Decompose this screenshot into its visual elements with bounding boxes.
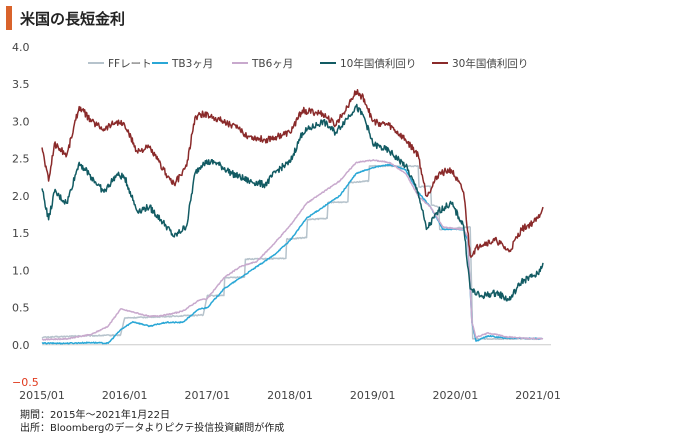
x-tick-label: 2019/01 <box>350 389 396 402</box>
legend-label: TB6ヶ月 <box>251 58 293 70</box>
series-line <box>41 103 544 302</box>
legend-label: FFレート <box>108 58 152 70</box>
chart-title: 米国の長短金利 <box>20 10 126 28</box>
y-tick-label: 2.5 <box>12 153 30 166</box>
y-tick-label: 3.0 <box>12 115 30 128</box>
y-axis-ticks: 4.0 3.5 3.0 2.5 2.0 1.5 1.0 0.5 0.0 −0.5 <box>12 41 39 389</box>
legend: FFレート TB3ヶ月 TB6ヶ月 10年国債利回り 30年国債利回り <box>88 57 528 70</box>
legend-label: TB3ヶ月 <box>171 58 213 70</box>
period-note: 期間：2015年～2021年1月22日 <box>20 410 170 421</box>
x-axis-ticks: 2015/01 2016/01 2017/01 2018/01 2019/01 2020/… <box>19 389 561 402</box>
y-tick-label: 1.0 <box>12 264 30 277</box>
x-tick-label: 2015/01 <box>19 389 65 402</box>
series-line <box>41 159 544 341</box>
y-tick-label: −0.5 <box>12 376 39 389</box>
series-line <box>41 163 544 345</box>
y-tick-label: 1.5 <box>12 227 30 240</box>
legend-label: 10年国債利回り <box>340 57 416 70</box>
x-tick-label: 2020/01 <box>433 389 479 402</box>
title-accent-bar <box>6 6 12 30</box>
series-lines <box>41 89 544 345</box>
source-note: 出所：Bloombergのデータよりピクテ投信投資顧問が作成 <box>20 423 285 434</box>
x-tick-label: 2018/01 <box>267 389 313 402</box>
y-tick-label: 2.0 <box>12 190 30 203</box>
x-tick-label: 2017/01 <box>184 389 230 402</box>
y-tick-label: 4.0 <box>12 41 30 54</box>
x-tick-label: 2021/01 <box>515 389 561 402</box>
legend-label: 30年国債利回り <box>452 57 528 70</box>
y-tick-label: 0.0 <box>12 339 30 352</box>
x-tick-label: 2016/01 <box>102 389 148 402</box>
y-tick-label: 3.5 <box>12 78 30 91</box>
y-tick-label: 0.5 <box>12 302 30 315</box>
series-line <box>41 89 544 258</box>
